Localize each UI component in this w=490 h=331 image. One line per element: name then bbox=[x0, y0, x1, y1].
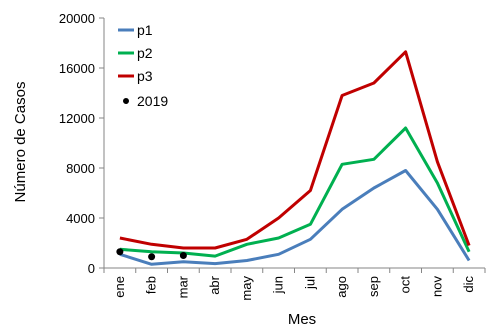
y-axis-title: Número de Casos bbox=[12, 82, 29, 203]
series-line-p3 bbox=[119, 50, 471, 250]
y-tick-label: 12000 bbox=[59, 111, 95, 126]
x-tick-label: abr bbox=[207, 275, 222, 294]
point-2019 bbox=[148, 253, 156, 261]
scatter-points bbox=[116, 248, 187, 261]
series-lines bbox=[119, 50, 471, 266]
x-tick-label: ago bbox=[334, 276, 349, 298]
y-tick-label: 8000 bbox=[66, 161, 95, 176]
legend-label-p3: p3 bbox=[137, 68, 153, 84]
y-tick-label: 4000 bbox=[66, 211, 95, 226]
y-tick-label: 16000 bbox=[59, 61, 95, 76]
y-tick-label: 20000 bbox=[59, 11, 95, 26]
legend-label-p2: p2 bbox=[137, 45, 153, 61]
legend-swatch-2019 bbox=[123, 98, 129, 104]
x-tick-label: jul bbox=[302, 276, 317, 290]
legend: p1 p2 p3 2019 bbox=[118, 22, 168, 109]
x-tick-label: feb bbox=[144, 276, 159, 294]
series-line-p1 bbox=[119, 169, 471, 266]
series-line-p2 bbox=[119, 126, 471, 258]
x-axis-title: Mes bbox=[288, 311, 316, 328]
x-tick-label: nov bbox=[429, 276, 444, 297]
x-tick-label: dic bbox=[461, 276, 476, 293]
x-tick-label: sep bbox=[366, 276, 381, 297]
y-axis: 0 4000 8000 12000 16000 20000 bbox=[59, 11, 105, 276]
legend-label-2019: 2019 bbox=[137, 93, 168, 109]
x-axis: ene feb mar abr may jun jul ago sep oct nov dic bbox=[103, 267, 486, 301]
legend-label-p1: p1 bbox=[137, 22, 153, 38]
x-tick-label: ene bbox=[112, 276, 127, 298]
x-tick-label: mar bbox=[175, 275, 190, 298]
point-2019 bbox=[179, 252, 187, 259]
point-2019 bbox=[116, 248, 124, 256]
x-tick-label: may bbox=[239, 276, 254, 301]
y-tick-label: 0 bbox=[88, 261, 95, 276]
x-tick-label: oct bbox=[398, 276, 413, 294]
x-tick-label: jun bbox=[271, 276, 286, 294]
